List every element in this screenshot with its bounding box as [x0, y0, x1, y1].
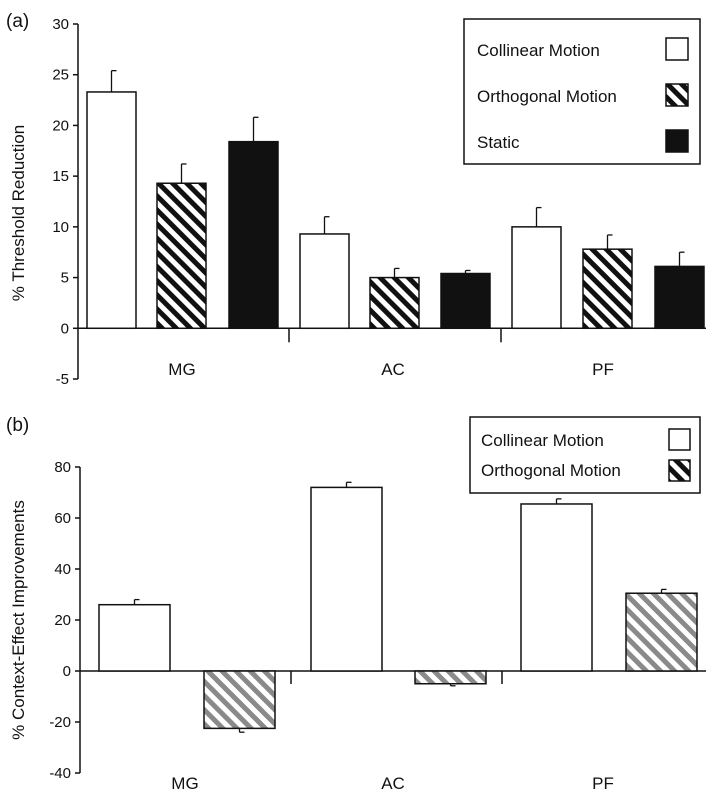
panel-b-label: (b) [6, 415, 29, 436]
panel-b-error-bars [133, 481, 667, 733]
bar-b-mg-2 [203, 670, 276, 730]
panel-b-legend-box [469, 416, 701, 494]
legend-a-collinear-label: Collinear Motion [477, 41, 600, 60]
panel-a-legend-box [463, 18, 701, 165]
legend-a-orthogonal-swatch [665, 83, 689, 107]
panel-b-axes [79, 467, 706, 773]
bar-a-pf-1 [511, 226, 562, 330]
panel-b-y-tick-label: 80 [54, 459, 71, 476]
panel-a-y-axis-label: % Threshold Reduction [9, 125, 28, 301]
panel-b-legend: Collinear Motion Orthogonal Motion [469, 416, 701, 494]
panel-a-y-tick-label: 25 [52, 67, 69, 84]
panel-a-legend: Collinear Motion Orthogonal Motion Stati… [463, 18, 701, 165]
panel-b-y-axis-label: % Context-Effect Improvements [9, 500, 28, 740]
panel-b-y-tick-label: 60 [54, 510, 71, 527]
panel-b-category-labels: MG AC PF [171, 774, 614, 793]
bar-a-ac-2 [369, 276, 420, 330]
bar-b-pf-1 [520, 503, 593, 672]
panel-a-y-tick-label: 30 [52, 16, 69, 33]
bar-a-ac-1 [299, 233, 350, 330]
panel-a-y-tick-label: -5 [56, 371, 69, 388]
panel-a-y-tick-label: 0 [61, 320, 69, 337]
panel-b-y-tick-label: 40 [54, 561, 71, 578]
legend-a-static-label: Static [477, 133, 520, 152]
category-label-b-mg: MG [171, 774, 198, 793]
bar-b-mg-1 [98, 603, 171, 672]
panel-a-y-tick-label: 5 [61, 270, 69, 287]
bar-a-mg-1 [86, 91, 137, 330]
panel-a-bars [86, 91, 705, 330]
legend-b-orthogonal-label: Orthogonal Motion [481, 461, 621, 480]
category-label-b-pf: PF [592, 774, 614, 793]
panel-a-y-tick-label: 20 [52, 117, 69, 134]
bar-a-mg-3 [228, 140, 279, 330]
panel-a-error-bars [110, 70, 685, 278]
panel-a-category-labels: MG AC PF [168, 360, 614, 379]
panel-a: (a) % Threshold Reduction -5 0 5 10 15 20 25 30… [6, 11, 706, 388]
legend-b-collinear-label: Collinear Motion [481, 431, 604, 450]
legend-a-orthogonal-label: Orthogonal Motion [477, 87, 617, 106]
legend-a-collinear-swatch [665, 37, 689, 61]
legend-b-orthogonal-swatch [668, 459, 691, 482]
category-label-a-mg: MG [168, 360, 195, 379]
panel-b: (b) % Context-Effect Improvements -40 -20… [6, 415, 706, 793]
bar-a-pf-3 [654, 265, 705, 330]
panel-a-y-tick-label: 10 [52, 219, 69, 236]
legend-b-collinear-swatch [668, 428, 691, 451]
legend-a-static-swatch [665, 129, 689, 153]
category-label-a-ac: AC [381, 360, 405, 379]
category-label-b-ac: AC [381, 774, 405, 793]
bar-a-ac-3 [440, 272, 491, 330]
panel-a-y-ticks: -5 0 5 10 15 20 25 30 [52, 16, 78, 388]
bar-b-pf-2 [625, 592, 698, 672]
panel-b-y-tick-label: -40 [49, 765, 71, 782]
panel-b-y-tick-label: 0 [63, 663, 71, 680]
bar-a-mg-2 [156, 182, 207, 330]
bar-b-ac-1 [310, 486, 383, 672]
category-label-a-pf: PF [592, 360, 614, 379]
panel-b-y-tick-label: 20 [54, 612, 71, 629]
panel-b-bars [98, 486, 698, 730]
panel-b-y-ticks: -40 -20 0 20 40 60 80 [49, 459, 80, 782]
panel-a-y-tick-label: 15 [52, 168, 69, 185]
bar-b-ac-2 [414, 670, 487, 685]
panel-a-label: (a) [6, 11, 29, 32]
bar-a-pf-2 [582, 248, 633, 330]
panel-b-y-tick-label: -20 [49, 714, 71, 731]
